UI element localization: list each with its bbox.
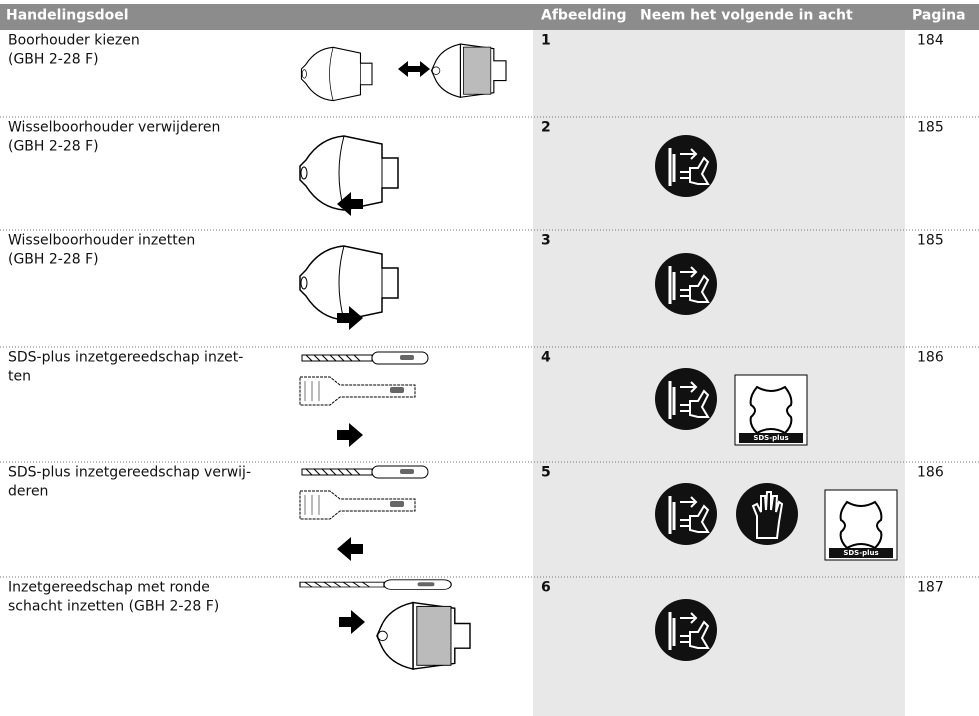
goal-text: deren xyxy=(8,484,48,500)
page-number: 186 xyxy=(917,465,944,481)
goal-text: Inzetgereedschap met ronde xyxy=(8,580,210,596)
shaded-columns xyxy=(533,30,905,716)
header-cell: Neem het volgende in acht xyxy=(640,8,853,24)
page-number: 185 xyxy=(917,233,944,249)
goal-text: Boorhouder kiezen xyxy=(8,33,140,49)
goal-text: SDS-plus inzetgereedschap verwij- xyxy=(8,465,251,481)
sds-label: SDS-plus xyxy=(753,434,788,442)
illustrations xyxy=(299,43,898,670)
page-number: 184 xyxy=(917,33,944,49)
header-bar xyxy=(0,4,979,30)
goal-text: SDS-plus inzetgereedschap inzet- xyxy=(8,350,243,366)
header-cell: Afbeelding xyxy=(541,8,627,24)
figure-number: 1 xyxy=(541,33,551,49)
goal-text: (GBH 2-28 F) xyxy=(8,252,99,268)
goal-text: schacht inzetten (GBH 2-28 F) xyxy=(8,599,219,615)
goal-text: (GBH 2-28 F) xyxy=(8,139,99,155)
page-number: 185 xyxy=(917,120,944,136)
header-cell: Handelingsdoel xyxy=(6,8,129,24)
figure-number: 5 xyxy=(541,465,551,481)
figure-number: 3 xyxy=(541,233,551,249)
goal-text: ten xyxy=(8,369,31,385)
figure-number: 2 xyxy=(541,120,551,136)
goal-text: Wisselboorhouder inzetten xyxy=(8,233,195,249)
goal-text: Wisselboorhouder verwijderen xyxy=(8,120,220,136)
figure-number: 6 xyxy=(541,580,551,596)
goal-text: (GBH 2-28 F) xyxy=(8,52,99,68)
sds-label: SDS-plus xyxy=(843,549,878,557)
page-number: 186 xyxy=(917,350,944,366)
page-number: 187 xyxy=(917,580,944,596)
figure-number: 4 xyxy=(541,350,551,366)
header-cell: Pagina xyxy=(912,8,966,24)
